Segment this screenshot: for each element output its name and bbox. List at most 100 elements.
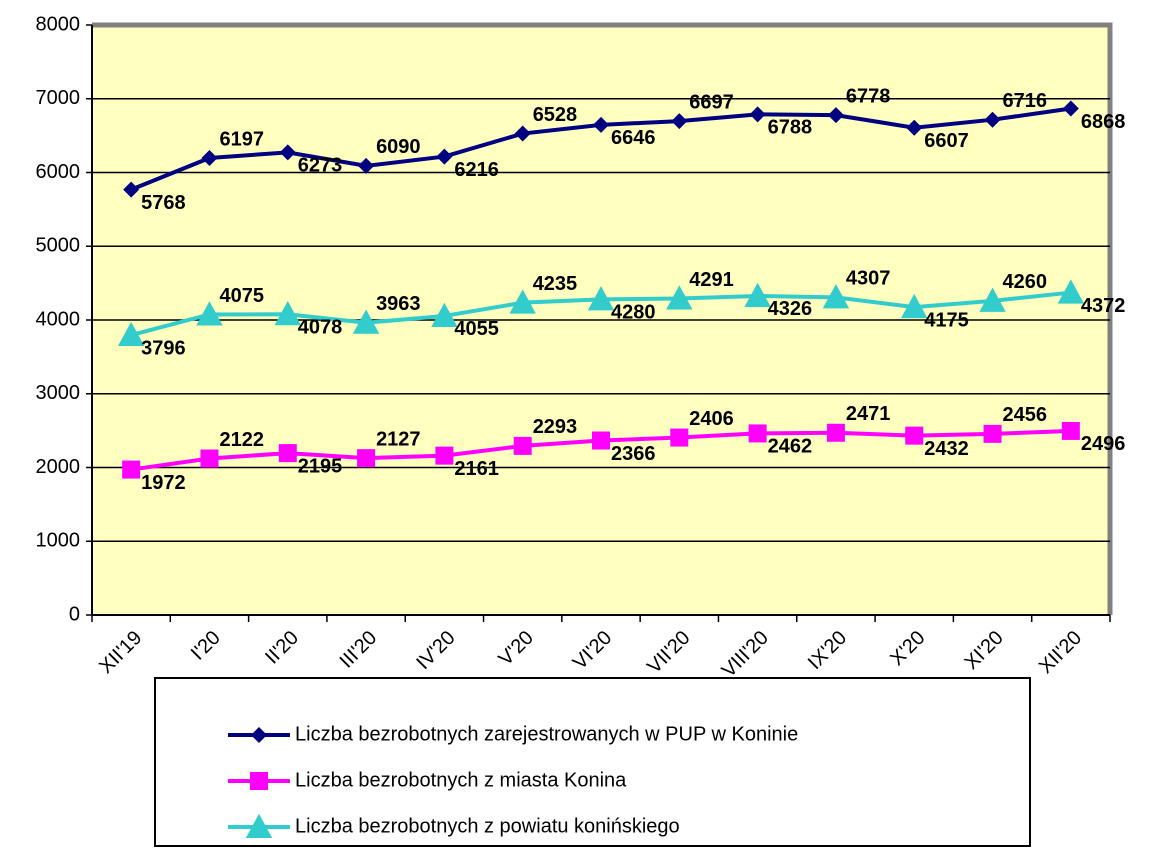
marker xyxy=(357,449,376,468)
marker xyxy=(122,460,141,479)
data-label: 6868 xyxy=(1081,111,1126,133)
x-tick-label: V'20 xyxy=(495,627,538,670)
x-tick-label: XI'20 xyxy=(960,627,1007,674)
data-label: 6697 xyxy=(689,91,734,113)
y-tick-label: 2000 xyxy=(36,456,81,478)
x-tick-label: VII'20 xyxy=(643,627,694,678)
data-label: 4307 xyxy=(846,268,891,290)
marker xyxy=(744,282,771,307)
marker xyxy=(1057,279,1085,304)
marker xyxy=(514,125,531,142)
marker xyxy=(983,424,1002,443)
marker xyxy=(196,301,223,326)
x-tick-label: IX'20 xyxy=(804,627,851,674)
marker xyxy=(901,293,928,319)
x-tick-label: XII'19 xyxy=(95,627,146,678)
marker xyxy=(435,446,454,465)
data-label: 6788 xyxy=(768,117,813,139)
y-tick-label: 6000 xyxy=(36,161,81,183)
marker xyxy=(666,285,693,310)
data-label: 2195 xyxy=(298,455,343,477)
data-label: 2127 xyxy=(376,428,421,450)
x-tick-label: VIII'20 xyxy=(718,627,773,682)
data-label: 6273 xyxy=(298,155,343,177)
data-label: 6090 xyxy=(376,136,421,158)
marker xyxy=(822,284,850,309)
y-tick-label: 3000 xyxy=(36,382,81,404)
data-label: 5768 xyxy=(141,192,186,214)
data-label: 2496 xyxy=(1081,433,1126,455)
y-tick-label: 7000 xyxy=(36,87,81,109)
data-label: 2471 xyxy=(846,403,891,425)
marker xyxy=(1062,100,1079,117)
data-label: 3796 xyxy=(141,337,186,359)
data-label: 6528 xyxy=(533,104,578,126)
data-label: 4291 xyxy=(689,269,734,291)
legend-label: Liczba bezrobotnych z powiatu konińskieg… xyxy=(295,815,680,837)
marker xyxy=(671,113,688,130)
marker xyxy=(123,181,140,198)
marker xyxy=(352,309,380,334)
marker xyxy=(117,321,145,347)
marker xyxy=(827,107,844,124)
marker xyxy=(587,286,615,311)
data-label: 2161 xyxy=(454,458,499,480)
data-label: 4260 xyxy=(1003,271,1048,293)
data-label: 6716 xyxy=(1003,90,1048,112)
data-label: 4078 xyxy=(298,317,343,339)
marker xyxy=(250,772,268,790)
marker xyxy=(279,144,296,161)
data-label: 4280 xyxy=(611,302,656,324)
x-tick-label: IV'20 xyxy=(412,627,459,674)
y-tick-label: 4000 xyxy=(36,308,81,330)
marker xyxy=(431,302,458,327)
marker xyxy=(593,116,609,133)
marker xyxy=(251,727,267,743)
data-label: 3963 xyxy=(376,293,421,315)
data-label: 4175 xyxy=(924,309,969,331)
data-label: 4326 xyxy=(768,298,813,320)
x-tick-label: III'20 xyxy=(336,627,382,673)
marker xyxy=(1061,421,1080,440)
marker xyxy=(278,444,297,463)
data-label: 1972 xyxy=(141,472,186,494)
marker xyxy=(749,106,766,123)
marker xyxy=(200,449,219,468)
data-label: 2366 xyxy=(611,443,656,465)
legend xyxy=(154,677,1031,847)
marker xyxy=(245,813,273,838)
legend-label: Liczba bezrobotnych zarejestrowanych w P… xyxy=(295,723,798,745)
marker xyxy=(979,287,1006,312)
data-label: 6197 xyxy=(219,128,264,150)
x-tick-label: II'20 xyxy=(261,627,303,669)
marker xyxy=(984,111,1001,128)
x-tick-label: I'20 xyxy=(187,627,225,665)
x-tick-label: XII'20 xyxy=(1035,627,1086,678)
data-label: 6607 xyxy=(924,130,969,152)
data-label: 2432 xyxy=(924,438,969,460)
marker xyxy=(436,148,453,165)
y-tick-label: 1000 xyxy=(36,530,81,552)
data-label: 2406 xyxy=(689,408,734,430)
marker xyxy=(274,301,301,326)
data-label: 2293 xyxy=(533,416,578,438)
data-label: 6646 xyxy=(611,127,656,149)
marker xyxy=(201,149,218,166)
data-label: 6216 xyxy=(454,159,499,181)
x-tick-label: VI'20 xyxy=(569,627,616,674)
data-label: 4235 xyxy=(533,273,578,295)
data-label: 4075 xyxy=(219,285,264,307)
marker xyxy=(906,119,923,136)
legend-label: Liczba bezrobotnych z miasta Konina xyxy=(295,769,627,791)
data-label: 2462 xyxy=(768,436,813,458)
plot-border xyxy=(92,22,1113,615)
marker xyxy=(826,423,845,442)
marker xyxy=(509,289,536,314)
x-tick-label: X'20 xyxy=(886,627,929,670)
data-label: 2122 xyxy=(219,429,264,451)
y-tick-label: 8000 xyxy=(36,13,81,35)
marker xyxy=(905,426,924,445)
y-tick-label: 5000 xyxy=(36,235,81,257)
marker xyxy=(670,428,689,447)
